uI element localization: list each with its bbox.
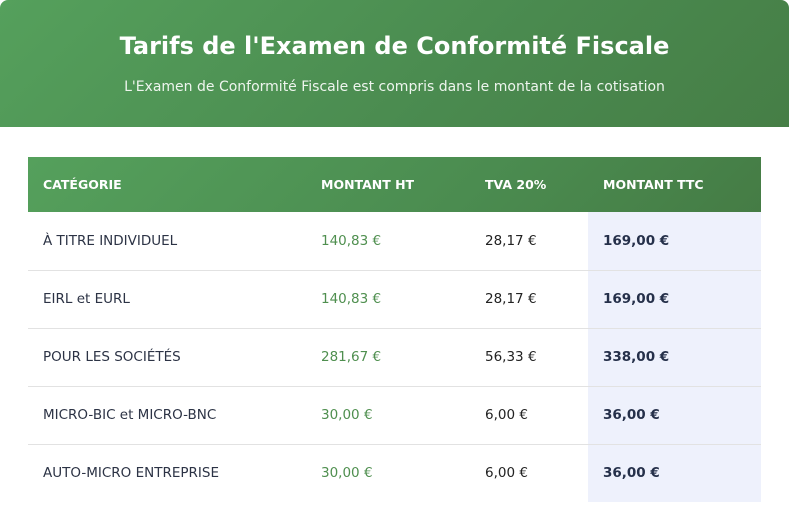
montant-ttc-cell: 169,00 €	[588, 270, 761, 328]
montant-ht-cell: 140,83 €	[321, 291, 382, 307]
page-subtitle: L'Examen de Conformité Fiscale est compr…	[124, 79, 665, 95]
category-cell: POUR LES SOCIÉTÉS	[43, 349, 181, 365]
category-cell: EIRL et EURL	[43, 291, 130, 307]
tva-cell: 6,00 €	[485, 407, 528, 423]
montant-ht-cell: 30,00 €	[321, 407, 373, 423]
column-header-tva: TVA 20%	[485, 177, 547, 192]
montant-ttc-cell: 36,00 €	[588, 386, 761, 444]
category-cell: MICRO-BIC et MICRO-BNC	[43, 407, 217, 423]
montant-ht-cell: 140,83 €	[321, 232, 382, 249]
page-header: Tarifs de l'Examen de Conformité Fiscale…	[0, 0, 789, 127]
table-header-row: CATÉGORIE MONTANT HT TVA 20% MONTANT TTC	[28, 157, 761, 212]
page-title: Tarifs de l'Examen de Conformité Fiscale	[119, 32, 670, 60]
table-row: POUR LES SOCIÉTÉS 281,67 € 56,33 € 338,0…	[28, 328, 761, 386]
tva-cell: 28,17 €	[485, 291, 537, 307]
table-row: À TITRE INDIVIDUEL 140,83 € 28,17 € 169,…	[28, 212, 761, 270]
category-cell: AUTO-MICRO ENTREPRISE	[43, 465, 219, 482]
table-row: EIRL et EURL 140,83 € 28,17 € 169,00 €	[28, 270, 761, 328]
column-header-montant-ttc: MONTANT TTC	[603, 177, 704, 192]
montant-ttc-cell: 169,00 €	[588, 212, 761, 270]
column-header-category: CATÉGORIE	[43, 177, 122, 192]
column-header-montant-ht: MONTANT HT	[321, 177, 415, 192]
montant-ht-cell: 30,00 €	[321, 465, 373, 482]
pricing-table-container: CATÉGORIE MONTANT HT TVA 20% MONTANT TTC…	[28, 157, 761, 502]
montant-ttc-cell: 338,00 €	[588, 328, 761, 386]
table-row: AUTO-MICRO ENTREPRISE 30,00 € 6,00 € 36,…	[28, 444, 761, 502]
montant-ht-cell: 281,67 €	[321, 349, 382, 365]
tva-cell: 6,00 €	[485, 465, 528, 482]
tva-cell: 28,17 €	[485, 232, 537, 249]
montant-ttc-cell: 36,00 €	[588, 444, 761, 502]
tva-cell: 56,33 €	[485, 349, 537, 365]
category-cell: À TITRE INDIVIDUEL	[43, 232, 178, 249]
pricing-table: CATÉGORIE MONTANT HT TVA 20% MONTANT TTC…	[28, 157, 761, 502]
table-row: MICRO-BIC et MICRO-BNC 30,00 € 6,00 € 36…	[28, 386, 761, 444]
